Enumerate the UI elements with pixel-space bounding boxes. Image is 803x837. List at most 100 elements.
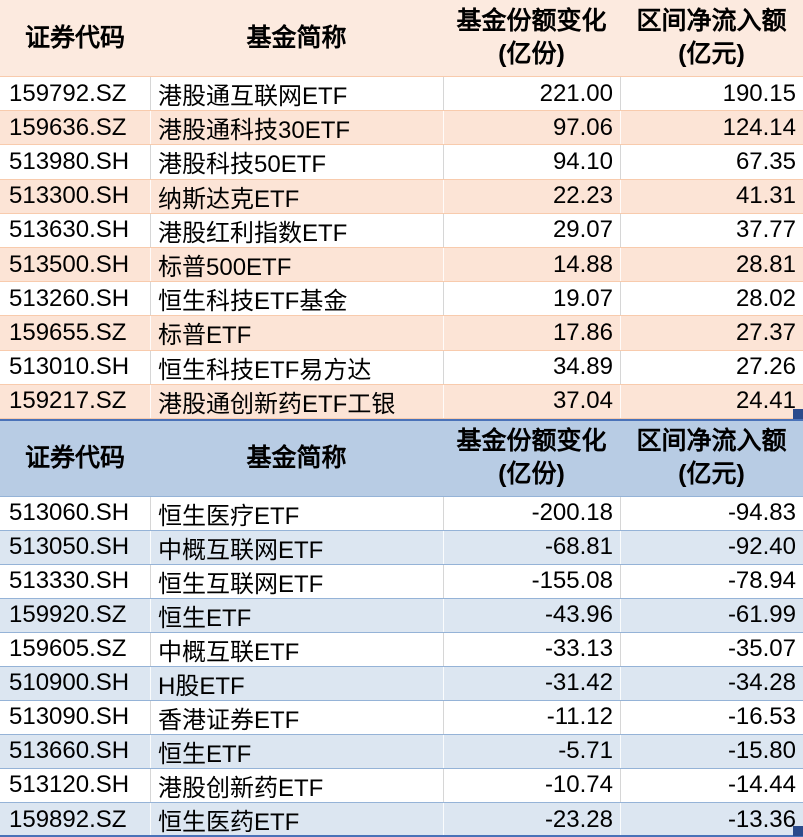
selection-border-top [0,418,803,421]
cell-fund-name[interactable]: 港股红利指数ETF [150,213,443,247]
table-row: 159636.SZ 港股通科技30ETF 97.06 124.14 [0,111,803,146]
table-row: 159920.SZ 恒生ETF -43.96 -61.99 [0,598,803,633]
header-cell-name[interactable]: 基金简称 [150,0,443,76]
cell-share-change[interactable]: -33.13 [443,632,620,666]
cell-net-inflow[interactable]: -61.99 [620,598,803,632]
table-row: 159792.SZ 港股通互联网ETF 221.00 190.15 [0,77,803,112]
cell-fund-name[interactable]: 中概互联ETF [150,632,443,666]
selection-fill-handle-top[interactable] [793,409,803,419]
cell-share-change[interactable]: 94.10 [443,145,620,179]
header-label-line2: (亿元) [678,460,745,489]
cell-fund-name[interactable]: 恒生ETF [150,598,443,632]
cell-net-inflow[interactable]: 124.14 [620,111,803,145]
cell-net-inflow[interactable]: -15.80 [620,734,803,768]
cell-security-code[interactable]: 513120.SH [9,771,130,799]
cell-security-code[interactable]: 159892.SZ [9,805,127,833]
cell-net-inflow[interactable]: 190.15 [620,77,803,111]
cell-fund-name[interactable]: 港股通科技30ETF [150,111,443,145]
cell-share-change[interactable]: -11.12 [443,700,620,734]
cell-net-inflow[interactable]: -92.40 [620,530,803,564]
cell-net-inflow[interactable]: 27.26 [620,350,803,384]
cell-share-change[interactable]: -5.71 [443,734,620,768]
cell-share-change[interactable]: -23.28 [443,802,620,837]
header-cell-share-change[interactable]: 基金份额变化 (亿份) [443,421,620,496]
cell-net-inflow[interactable]: -16.53 [620,700,803,734]
cell-net-inflow[interactable]: 41.31 [620,179,803,213]
header-cell-net-inflow[interactable]: 区间净流入额 (亿元) [620,0,803,76]
cell-fund-name[interactable]: 港股通创新药ETF工银 [150,384,443,418]
cell-security-code[interactable]: 159605.SZ [9,635,127,663]
cell-security-code[interactable]: 513010.SH [9,353,130,381]
cell-net-inflow[interactable]: 67.35 [620,145,803,179]
cell-share-change[interactable]: 97.06 [443,111,620,145]
cell-security-code[interactable]: 159655.SZ [9,318,127,346]
cell-security-code[interactable]: 159920.SZ [9,601,127,629]
cell-share-change[interactable]: 29.07 [443,213,620,247]
cell-security-code[interactable]: 513980.SH [9,147,130,175]
cell-share-change[interactable]: 34.89 [443,350,620,384]
selection-fill-handle-bottom[interactable] [793,826,803,836]
cell-security-code[interactable]: 513050.SH [9,533,130,561]
header-cell-code[interactable]: 证券代码 [0,421,150,496]
cell-share-change[interactable]: 22.23 [443,179,620,213]
header-cell-name[interactable]: 基金简称 [150,421,443,496]
cell-fund-name[interactable]: 香港证券ETF [150,700,443,734]
cell-share-change[interactable]: -43.96 [443,598,620,632]
cell-security-code[interactable]: 513630.SH [9,216,130,244]
cell-security-code[interactable]: 513260.SH [9,284,130,312]
cell-net-inflow[interactable]: -13.36 [620,802,803,837]
cell-share-change[interactable]: 221.00 [443,77,620,111]
cell-security-code[interactable]: 513060.SH [9,499,130,527]
cell-share-change[interactable]: -155.08 [443,564,620,598]
cell-net-inflow[interactable]: 24.41 [620,384,803,418]
cell-share-change[interactable]: 17.86 [443,316,620,350]
cell-fund-name[interactable]: 恒生互联网ETF [150,564,443,598]
header-cell-code[interactable]: 证券代码 [0,0,150,76]
cell-security-code[interactable]: 159792.SZ [9,79,127,107]
cell-share-change[interactable]: -68.81 [443,530,620,564]
header-label-line1: 基金份额变化 [456,427,607,456]
table-row: 513500.SH 标普500ETF 14.88 28.81 [0,247,803,283]
header-cell-share-change[interactable]: 基金份额变化 (亿份) [443,0,620,76]
cell-share-change[interactable]: 37.04 [443,384,620,418]
header-label-line2: (亿元) [678,40,745,68]
cell-net-inflow[interactable]: -35.07 [620,632,803,666]
cell-share-change[interactable]: -200.18 [443,496,620,530]
cell-net-inflow[interactable]: 27.37 [620,316,803,350]
cell-net-inflow[interactable]: 37.77 [620,213,803,247]
header-cell-net-inflow[interactable]: 区间净流入额 (亿元) [620,421,803,496]
cell-security-code[interactable]: 510900.SH [9,669,130,697]
cell-net-inflow[interactable]: -34.28 [620,666,803,700]
cell-security-code[interactable]: 513090.SH [9,703,130,731]
cell-security-code[interactable]: 513330.SH [9,567,130,595]
cell-share-change[interactable]: -10.74 [443,768,620,802]
cell-security-code[interactable]: 513500.SH [9,250,130,278]
cell-security-code[interactable]: 513300.SH [9,182,130,210]
cell-share-change[interactable]: -31.42 [443,666,620,700]
cell-fund-name[interactable]: 纳斯达克ETF [150,179,443,213]
cell-fund-name[interactable]: 恒生ETF [150,734,443,768]
cell-fund-name[interactable]: 恒生科技ETF易方达 [150,350,443,384]
cell-fund-name[interactable]: 标普ETF [150,316,443,350]
cell-share-change[interactable]: 14.88 [443,247,620,282]
cell-net-inflow[interactable]: 28.81 [620,247,803,282]
cell-fund-name[interactable]: 标普500ETF [150,247,443,282]
cell-security-code[interactable]: 513660.SH [9,737,130,765]
table-row: 513300.SH 纳斯达克ETF 22.23 41.31 [0,179,803,214]
cell-net-inflow[interactable]: -94.83 [620,496,803,530]
cell-fund-name[interactable]: H股ETF [150,666,443,700]
cell-fund-name[interactable]: 恒生医疗ETF [150,496,443,530]
cell-fund-name[interactable]: 港股创新药ETF [150,768,443,802]
cell-security-code[interactable]: 159636.SZ [9,113,127,141]
cell-share-change[interactable]: 19.07 [443,282,620,316]
inflow-table: 证券代码 基金简称 基金份额变化 (亿份) 区间净流入额 (亿元) 159792… [0,0,803,419]
cell-fund-name[interactable]: 恒生科技ETF基金 [150,282,443,316]
cell-net-inflow[interactable]: 28.02 [620,282,803,316]
cell-fund-name[interactable]: 港股科技50ETF [150,145,443,179]
cell-net-inflow[interactable]: -14.44 [620,768,803,802]
cell-security-code[interactable]: 159217.SZ [9,387,127,415]
cell-fund-name[interactable]: 恒生医药ETF [150,802,443,837]
cell-net-inflow[interactable]: -78.94 [620,564,803,598]
cell-fund-name[interactable]: 港股通互联网ETF [150,77,443,111]
cell-fund-name[interactable]: 中概互联网ETF [150,530,443,564]
